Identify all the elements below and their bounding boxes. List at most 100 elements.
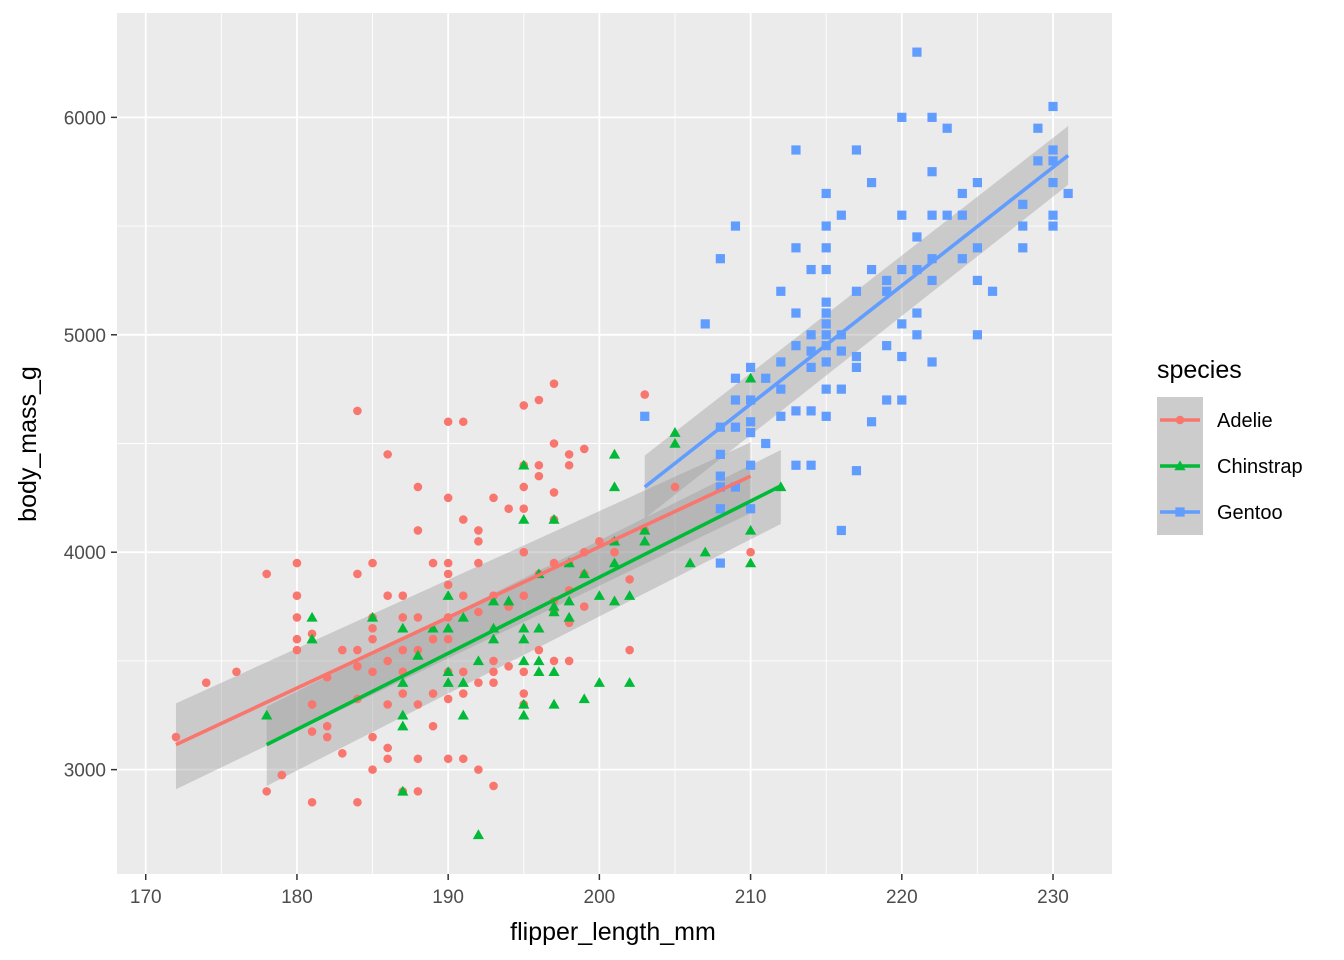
data-point-adelie [640, 390, 650, 399]
data-point-adelie [292, 558, 302, 568]
data-point-adelie [564, 656, 574, 666]
x-tick-label: 230 [1037, 887, 1069, 908]
data-point-gentoo [821, 188, 831, 199]
data-point-chinstrap [624, 677, 636, 687]
data-point-adelie [625, 645, 634, 655]
data-point-gentoo [821, 308, 831, 318]
y-tick-label: 5000 [64, 326, 106, 347]
data-point-gentoo [972, 177, 983, 188]
data-point-chinstrap [563, 611, 575, 622]
data-point-adelie [534, 471, 544, 481]
data-point-adelie [292, 591, 302, 600]
data-point-adelie [670, 482, 680, 492]
data-point-adelie [443, 558, 453, 568]
data-point-gentoo [806, 406, 816, 416]
data-point-chinstrap [397, 622, 409, 633]
data-point-gentoo [806, 346, 816, 356]
data-point-adelie [549, 488, 559, 497]
data-point-adelie [292, 613, 302, 622]
data-point-chinstrap [744, 524, 757, 535]
data-point-adelie [353, 569, 362, 579]
data-point-gentoo [791, 243, 801, 253]
fit-line-gentoo [643, 153, 1070, 489]
data-point-gentoo [957, 210, 967, 220]
data-point-gentoo [700, 319, 710, 329]
data-point-gentoo [957, 254, 967, 264]
data-point-chinstrap [533, 655, 545, 666]
legend-key-marker [1175, 415, 1185, 425]
data-point-adelie [307, 797, 317, 807]
data-point-chinstrap [397, 677, 409, 687]
data-point-gentoo [1048, 145, 1058, 155]
data-point-adelie [474, 765, 483, 774]
data-point-chinstrap [518, 622, 530, 633]
data-point-chinstrap [503, 595, 515, 606]
x-tick-label: 200 [584, 887, 616, 908]
data-point-chinstrap [669, 437, 681, 448]
data-point-adelie [489, 781, 498, 791]
data-point-adelie [443, 754, 453, 764]
data-point-adelie [398, 591, 408, 600]
data-point-gentoo [776, 286, 786, 296]
data-point-gentoo [791, 341, 801, 351]
data-point-adelie [368, 634, 377, 644]
data-point-adelie [519, 482, 529, 492]
data-point-adelie [458, 689, 468, 698]
data-point-gentoo [776, 411, 786, 421]
data-point-adelie [458, 515, 468, 524]
data-point-adelie [564, 460, 574, 470]
data-point-chinstrap [548, 666, 560, 676]
legend-title: species [1157, 356, 1242, 384]
data-point-adelie [519, 504, 529, 514]
data-point-adelie [368, 624, 377, 633]
data-point-gentoo [745, 460, 756, 470]
data-point-gentoo [1048, 177, 1058, 188]
data-point-adelie [458, 754, 468, 764]
data-point-gentoo [912, 47, 922, 57]
data-point-adelie [519, 689, 529, 698]
data-point-adelie [519, 667, 529, 677]
data-point-chinstrap [744, 372, 757, 383]
data-point-chinstrap [518, 698, 530, 709]
data-point-gentoo [897, 112, 907, 122]
data-point-gentoo [715, 482, 725, 492]
y-tick-label: 4000 [64, 543, 106, 564]
confidence-band-chinstrap [266, 450, 781, 786]
data-point-chinstrap [639, 524, 651, 535]
data-point-adelie [549, 656, 559, 666]
data-point-adelie [322, 721, 332, 731]
data-point-chinstrap [487, 595, 500, 606]
y-axis-title: body_mass_g [14, 366, 42, 522]
fit-line-chinstrap [265, 484, 782, 747]
data-point-adelie [428, 721, 438, 731]
data-point-adelie [292, 645, 302, 655]
data-point-gentoo [1018, 199, 1028, 209]
data-point-gentoo [897, 319, 907, 329]
data-point-adelie [338, 645, 347, 655]
data-point-gentoo [806, 362, 816, 373]
data-point-chinstrap [306, 611, 318, 622]
data-point-chinstrap [472, 655, 485, 666]
data-point-chinstrap [624, 590, 636, 600]
data-point-adelie [519, 547, 529, 557]
data-point-adelie [262, 569, 272, 579]
data-point-adelie [307, 700, 317, 709]
data-point-chinstrap [412, 649, 424, 660]
data-point-chinstrap [306, 633, 318, 644]
data-point-gentoo [882, 275, 892, 286]
data-point-adelie [383, 754, 392, 764]
data-point-adelie [489, 667, 498, 677]
data-point-adelie [353, 645, 362, 655]
data-point-adelie [383, 700, 392, 709]
data-point-chinstrap [442, 677, 454, 687]
data-point-gentoo [730, 482, 741, 492]
data-point-gentoo [957, 188, 967, 199]
data-point-adelie [368, 765, 377, 774]
data-point-gentoo [882, 395, 892, 405]
data-point-gentoo [730, 395, 741, 405]
legend: species Adelie Chinstrap Gentoo [1157, 356, 1303, 535]
data-point-adelie [443, 580, 453, 590]
data-point-gentoo [1048, 210, 1058, 220]
data-point-adelie [519, 591, 529, 600]
data-point-adelie [534, 645, 544, 655]
